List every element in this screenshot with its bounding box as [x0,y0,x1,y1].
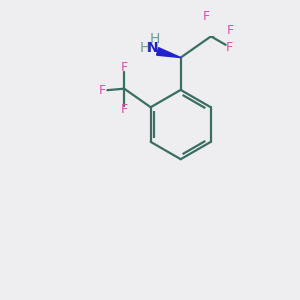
Text: N: N [147,41,159,55]
Text: H: H [140,41,151,55]
Text: F: F [227,24,234,37]
Text: H: H [149,32,160,46]
Text: F: F [121,61,128,74]
Text: F: F [203,11,210,23]
Text: F: F [99,84,106,97]
Text: F: F [121,103,128,116]
Text: F: F [226,40,233,54]
Polygon shape [157,48,181,58]
